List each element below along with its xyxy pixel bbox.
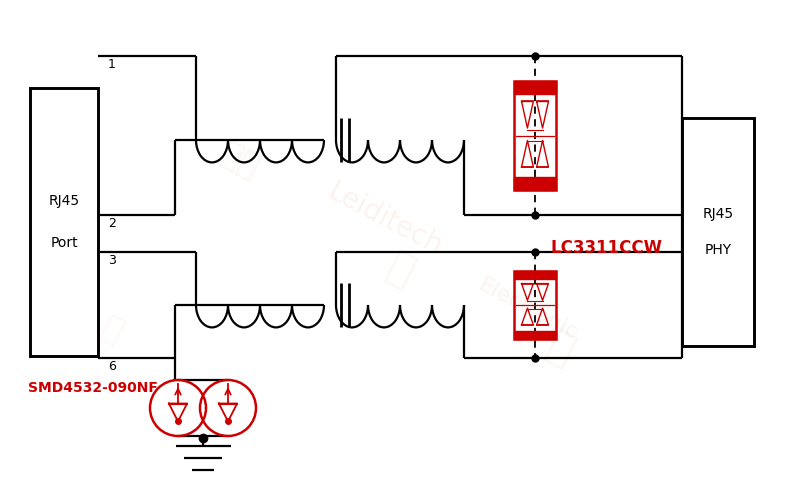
Text: Electronic: Electronic	[476, 275, 582, 344]
Text: 3: 3	[108, 254, 116, 267]
Bar	[682, 118, 754, 346]
Bar	[514, 331, 556, 339]
Bar	[30, 88, 98, 356]
Text: 6: 6	[108, 360, 116, 373]
Bar	[514, 81, 556, 94]
Bar	[514, 271, 556, 279]
Text: 卧: 卧	[95, 310, 129, 349]
Text: 雷迪: 雷迪	[215, 136, 266, 184]
Text: 1: 1	[108, 58, 116, 71]
Bar	[514, 271, 556, 339]
Bar	[514, 81, 556, 190]
Text: RJ45: RJ45	[702, 207, 734, 221]
Text: LC3311CCW: LC3311CCW	[550, 239, 662, 257]
Text: Leiditech: Leiditech	[322, 178, 447, 261]
Text: RJ45: RJ45	[48, 194, 79, 208]
Text: 子: 子	[540, 325, 582, 374]
Bar	[514, 177, 556, 190]
Text: Port: Port	[50, 237, 78, 250]
Text: 电: 电	[380, 245, 421, 294]
Text: PHY: PHY	[704, 243, 731, 257]
Text: SMD4532-090NF: SMD4532-090NF	[28, 381, 158, 395]
Text: 2: 2	[108, 217, 116, 230]
